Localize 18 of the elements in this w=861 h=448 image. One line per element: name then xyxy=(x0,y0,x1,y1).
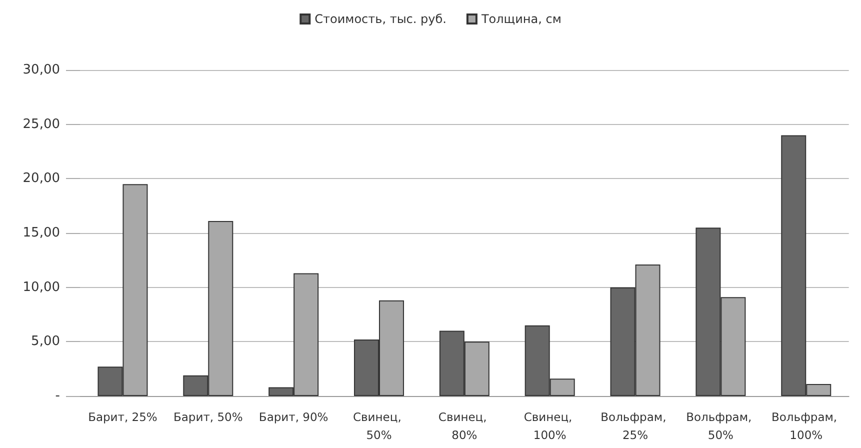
x-tick-label: Вольфрам, 100% xyxy=(772,410,841,442)
x-tick-label: Свинец, 100% xyxy=(524,410,576,442)
legend-label: Толщина, см xyxy=(480,12,562,26)
x-tick-label: Барит, 50% xyxy=(174,410,243,424)
y-tick-label: 10,00 xyxy=(22,280,60,295)
y-tick-label: 30,00 xyxy=(22,62,60,78)
x-tick-label: Барит, 90% xyxy=(258,410,328,424)
y-tick-label: - xyxy=(55,388,60,404)
y-tick-label: 20,00 xyxy=(22,171,60,186)
x-tick-label: Вольфрам, 25% xyxy=(600,410,670,442)
y-tick-label: 5,00 xyxy=(31,334,60,350)
legend-label: Стоимость, тыс. руб. xyxy=(314,12,446,26)
x-tick-label: Барит, 25% xyxy=(88,410,158,424)
x-tick-label: Свинец, 80% xyxy=(438,410,490,442)
y-tick-label: 25,00 xyxy=(22,116,60,132)
y-tick-label: 15,00 xyxy=(22,226,60,240)
x-tick-label: Вольфрам, 50% xyxy=(686,410,756,442)
x-tick-label: Свинец, 50% xyxy=(352,410,405,442)
